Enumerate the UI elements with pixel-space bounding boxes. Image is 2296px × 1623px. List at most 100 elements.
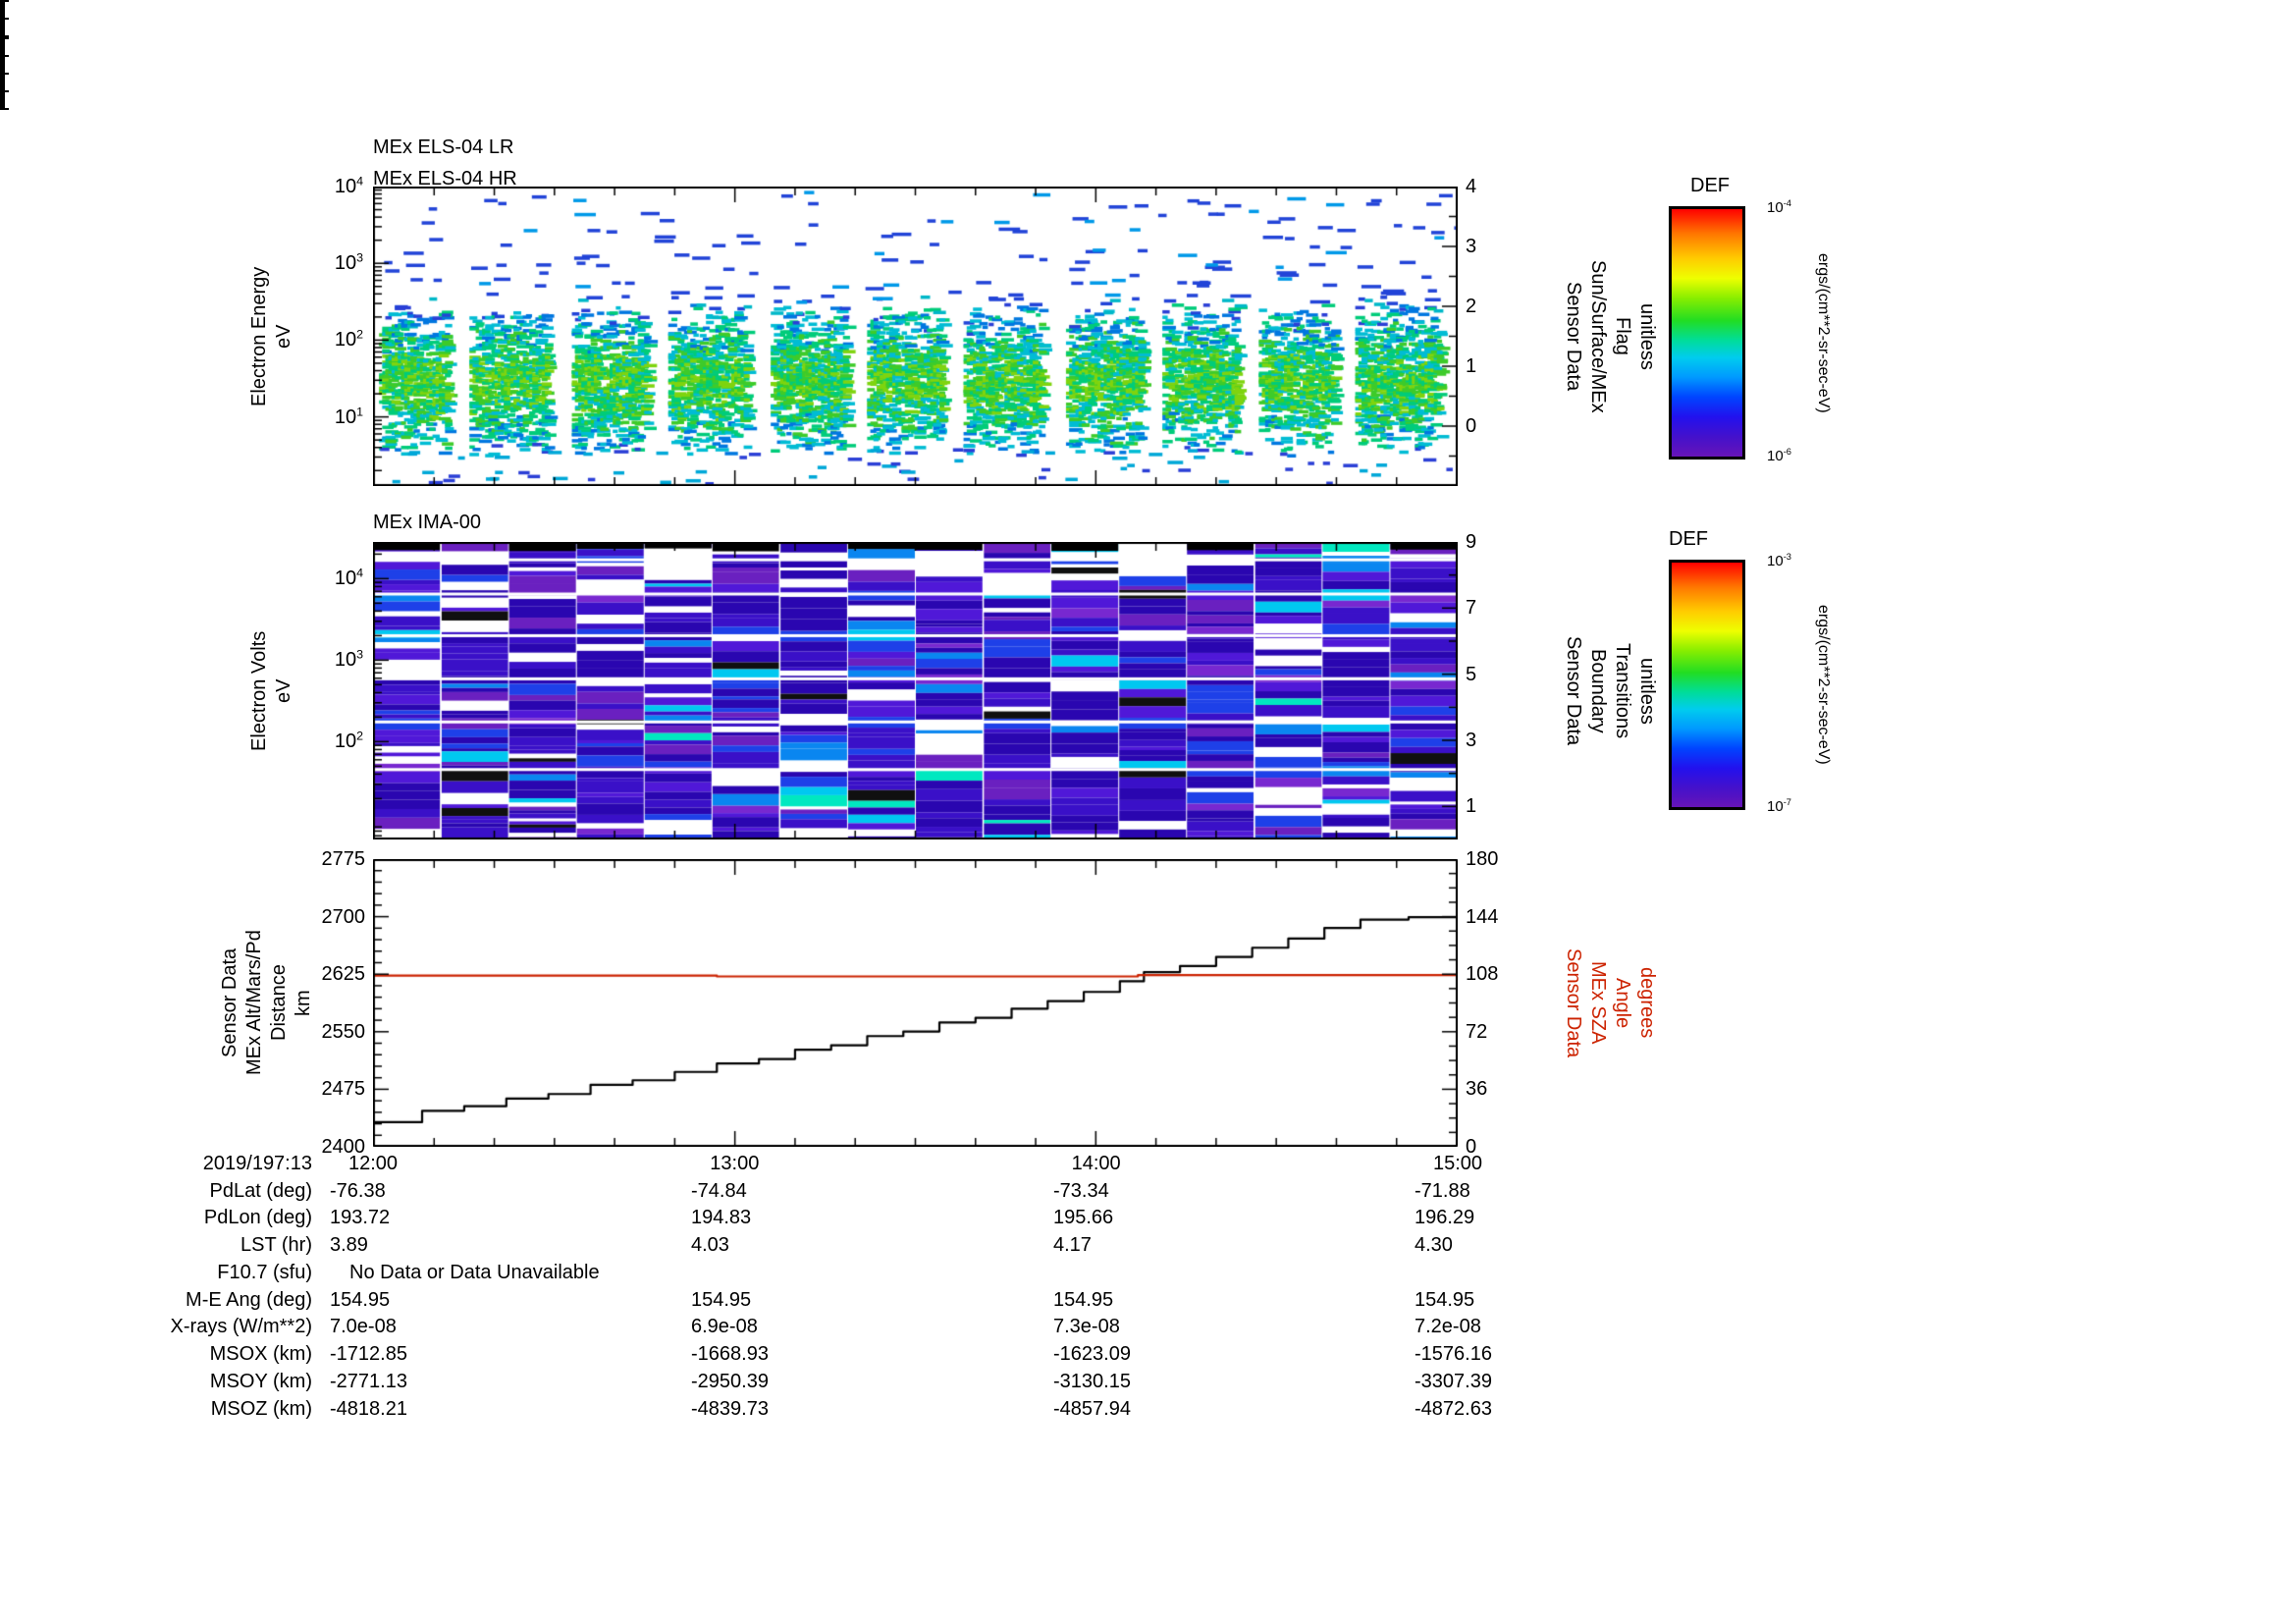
ima-boundary-tick-label: 7 xyxy=(1466,597,1477,620)
els-flag-tick-label: 3 xyxy=(1466,236,1477,257)
colorbar-minor-tick xyxy=(0,41,5,43)
colorbar-minor-tick xyxy=(0,20,5,22)
colorbar-minor-tick xyxy=(0,2,5,4)
colorbar-minor-tick xyxy=(0,59,5,61)
table-cell: -73.34 xyxy=(1053,1180,1109,1202)
tick-base: 10 xyxy=(1767,553,1784,569)
els-y-axis-label: Electron Energy eV xyxy=(247,187,296,486)
alt-deg-tick-label: 0 xyxy=(1466,1136,1477,1158)
colorbar-minor-tick xyxy=(0,39,5,41)
els-y-tick-label: 102 xyxy=(294,327,363,352)
colorbar-major-tick xyxy=(0,18,9,20)
table-cell: 7.2e-08 xyxy=(1415,1316,1481,1337)
colorbar-minor-tick xyxy=(0,102,5,104)
time-tick-label: 14:00 xyxy=(1071,1153,1121,1174)
colorbar-minor-tick xyxy=(0,67,5,69)
colorbar-major-tick xyxy=(0,37,9,39)
tick-base: 10 xyxy=(334,176,357,197)
tick-exp: 2 xyxy=(356,327,363,342)
table-cell: -3130.15 xyxy=(1053,1371,1131,1392)
axis-label-line: Boundary xyxy=(1587,648,1609,733)
table-cell: 7.0e-08 xyxy=(330,1316,397,1337)
axis-label-line: MEx Alt/Mars/Pd xyxy=(243,930,265,1076)
table-row-label: X-rays (W/m**2) xyxy=(170,1316,312,1337)
colorbar-minor-tick xyxy=(0,81,5,82)
colorbar-minor-tick xyxy=(0,77,5,79)
colorbar-minor-tick xyxy=(0,75,5,77)
colorbar-minor-tick xyxy=(0,104,5,106)
colorbar-major-tick xyxy=(0,90,9,92)
ima-boundary-tick-label: 9 xyxy=(1466,531,1477,553)
table-cell: -4839.73 xyxy=(691,1398,769,1420)
colorbar-minor-tick xyxy=(0,57,5,59)
colorbar-minor-tick xyxy=(0,92,5,94)
els-flag-tick-label: 1 xyxy=(1466,355,1477,377)
ima-boundary-tick-label: 3 xyxy=(1466,730,1477,751)
table-row-label: PdLat (deg) xyxy=(209,1180,312,1202)
alt-km-tick-label: 2400 xyxy=(321,1136,366,1158)
colorbar-minor-tick xyxy=(0,63,5,65)
axis-label-line: Sensor Data xyxy=(219,947,240,1058)
def-colorbar-2 xyxy=(1669,560,1745,810)
axis-label-line: unitless xyxy=(1636,302,1658,370)
axis-label-line: Electron Energy xyxy=(248,266,270,406)
colorbar-minor-tick xyxy=(0,61,5,63)
colorbar-1-title: DEF xyxy=(1690,175,1730,196)
tick-base: 10 xyxy=(334,649,357,672)
els-title-hr: MEx ELS-04 HR xyxy=(373,168,517,189)
ima-y-tick-label: 104 xyxy=(294,566,363,591)
colorbar-minor-tick xyxy=(0,22,5,24)
alt-deg-tick-label: 72 xyxy=(1466,1020,1488,1043)
colorbar-minor-tick xyxy=(0,24,5,26)
colorbar-2-title: DEF xyxy=(1669,528,1708,550)
table-cell: -1623.09 xyxy=(1053,1343,1131,1365)
date-label: 2019/197:13 xyxy=(202,1153,312,1174)
colorbar-minor-tick xyxy=(0,53,5,55)
table-cell: -1712.85 xyxy=(330,1343,407,1365)
colorbar-minor-tick xyxy=(0,84,5,86)
colorbar-minor-tick xyxy=(0,94,5,96)
table-cell: -1668.93 xyxy=(691,1343,769,1365)
colorbar-major-tick xyxy=(0,35,9,37)
colorbar-minor-tick xyxy=(0,26,5,27)
axis-label-line: Sensor Data xyxy=(1563,281,1584,392)
table-cell: 3.89 xyxy=(330,1234,368,1256)
ima-y-tick-label: 103 xyxy=(294,647,363,673)
ima-boundary-tick-label: 5 xyxy=(1466,663,1477,685)
def-colorbar-1 xyxy=(1669,206,1745,460)
ima-title: MEx IMA-00 xyxy=(373,512,482,533)
time-tick-label: 12:00 xyxy=(347,1153,399,1174)
table-cell: -2771.13 xyxy=(330,1371,407,1392)
alt-km-tick-label: 2550 xyxy=(321,1020,366,1043)
axis-label-line: Sensor Data xyxy=(1563,947,1584,1058)
time-tick-label: 15:00 xyxy=(1432,1153,1483,1174)
colorbar-major-tick xyxy=(0,55,9,57)
table-cell: -1576.16 xyxy=(1415,1343,1492,1365)
tick-exp: 3 xyxy=(356,250,363,265)
colorbar-2-max-label: 10-3 xyxy=(1767,552,1791,570)
colorbar-minor-tick xyxy=(0,10,5,12)
tick-base: 10 xyxy=(334,568,357,590)
els-y-tick-label: 101 xyxy=(294,405,363,430)
els-right-axis-label: Sensor Data Sun/Surface/MEx Flag unitles… xyxy=(1561,187,1659,486)
alt-deg-tick-label: 144 xyxy=(1466,905,1499,928)
table-row-label: MSOZ (km) xyxy=(210,1398,312,1420)
table-row-label: LST (hr) xyxy=(240,1234,312,1256)
table-cell: 6.9e-08 xyxy=(691,1316,758,1337)
tick-base: 10 xyxy=(334,730,357,753)
axis-label-line: eV xyxy=(273,678,294,703)
axis-label-line: Transitions xyxy=(1612,642,1633,739)
table-cell: 4.30 xyxy=(1415,1234,1453,1256)
colorbar-minor-tick xyxy=(0,14,5,16)
table-cell: 196.29 xyxy=(1415,1207,1475,1228)
table-cell: -4818.21 xyxy=(330,1398,407,1420)
colorbar-2-min-label: 10-7 xyxy=(1767,797,1791,816)
ima-y-tick-label: 102 xyxy=(294,729,363,754)
colorbar-major-tick xyxy=(0,73,9,75)
table-cell: 194.83 xyxy=(691,1207,752,1228)
tick-exp: -6 xyxy=(1783,447,1791,457)
els-flag-tick-label: 4 xyxy=(1466,176,1477,197)
colorbar-minor-tick xyxy=(0,8,5,10)
axis-label-line: Flag xyxy=(1612,317,1633,355)
